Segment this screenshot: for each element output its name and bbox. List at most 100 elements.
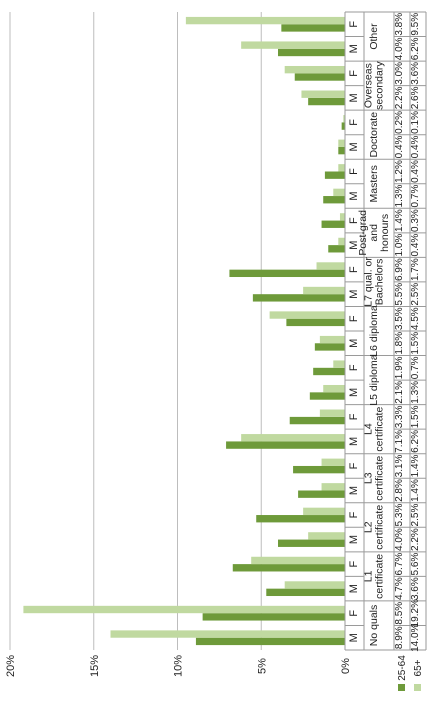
data-label: 5.3% — [394, 504, 405, 527]
sex-label: M — [348, 191, 360, 200]
sex-label: F — [348, 610, 360, 617]
legend-swatch — [414, 684, 421, 691]
bar — [341, 122, 345, 130]
bar — [278, 48, 345, 57]
category-label: certificate — [374, 505, 386, 550]
category-label: Doctorate — [368, 112, 380, 158]
sex-label: F — [348, 413, 360, 420]
bar — [269, 311, 345, 319]
data-label: 8.5% — [394, 602, 405, 625]
data-label: 1.4% — [410, 479, 421, 502]
bar — [316, 262, 345, 270]
sex-label: F — [348, 119, 360, 126]
bar — [185, 16, 345, 25]
gridlines — [9, 12, 346, 650]
sex-label: F — [348, 21, 360, 28]
bar — [333, 188, 345, 197]
category-label: certificate — [374, 554, 386, 599]
data-label: 14.0% — [410, 623, 421, 651]
axis-tick-label: 5% — [256, 658, 268, 674]
data-label: 0.4% — [410, 135, 421, 158]
bar — [309, 392, 345, 400]
category-label: Masters — [368, 165, 380, 202]
bar — [319, 335, 345, 344]
category-label: L1 — [363, 570, 375, 582]
bar — [251, 556, 345, 565]
category-label: secondary — [374, 61, 386, 110]
category-label: certificate — [374, 456, 386, 501]
sex-label: F — [348, 70, 360, 77]
axis-tick-label: 20% — [5, 655, 17, 677]
bar — [252, 294, 345, 302]
category-label: Overseas — [363, 63, 375, 108]
data-label: 2.6% — [410, 86, 421, 109]
bar — [338, 237, 345, 246]
bar — [110, 630, 345, 638]
category-label: certificate — [374, 407, 386, 452]
data-label: 6.2% — [410, 37, 421, 60]
data-label: 3.8% — [394, 13, 405, 36]
bar — [339, 213, 345, 221]
data-label: 7.1% — [394, 430, 405, 453]
data-label: 1.5% — [410, 332, 421, 355]
bar — [281, 24, 345, 32]
bar — [314, 343, 345, 351]
data-label: 5.6% — [410, 553, 421, 576]
sex-label: M — [348, 437, 360, 446]
bar — [195, 637, 345, 646]
data-label: 2.5% — [410, 504, 421, 527]
data-label: 2.2% — [394, 86, 405, 109]
data-label: 1.7% — [410, 258, 421, 281]
data-label: 1.0% — [394, 234, 405, 257]
data-label: 6.9% — [394, 258, 405, 281]
sex-label: M — [348, 44, 360, 53]
data-label: 9.5% — [410, 13, 421, 36]
sex-label: M — [348, 388, 360, 397]
data-label: 0.7% — [410, 185, 421, 208]
bar — [226, 441, 345, 449]
data-label: 1.4% — [410, 454, 421, 477]
sex-label: F — [348, 511, 360, 518]
sex-label: M — [348, 241, 360, 250]
bar — [293, 465, 345, 474]
category-label: L7 qual. or — [363, 257, 375, 307]
category-label: Bachelors — [374, 259, 386, 306]
bar — [286, 318, 345, 327]
bar — [241, 434, 345, 442]
data-label: 1.3% — [410, 381, 421, 404]
category-label: L2 — [363, 521, 375, 533]
data-label: 0.4% — [410, 234, 421, 257]
data-label: 4.5% — [410, 307, 421, 330]
category-label: and — [368, 224, 380, 242]
category-label: L5 diploma — [368, 354, 380, 406]
sex-label: M — [348, 339, 360, 348]
axis-tick-label: 15% — [89, 655, 101, 677]
bar — [23, 605, 346, 614]
data-label: 2.1% — [394, 381, 405, 404]
data-label: 4.7% — [394, 577, 405, 600]
data-label: 2.2% — [410, 528, 421, 551]
data-label: 3.0% — [394, 62, 405, 85]
data-label: 3.5% — [394, 307, 405, 330]
category-label: No quals — [368, 605, 380, 646]
bar — [294, 73, 345, 81]
bar — [202, 613, 345, 621]
sex-label: F — [348, 315, 360, 322]
data-label: 1.5% — [410, 405, 421, 428]
sex-label: M — [348, 633, 360, 642]
bar — [333, 360, 345, 368]
sex-label: F — [348, 560, 360, 567]
data-label: 8.9% — [394, 626, 405, 649]
data-label: 1.3% — [394, 185, 405, 208]
data-label: 6.2% — [410, 430, 421, 453]
bar — [301, 90, 345, 98]
data-label: 3.6% — [410, 577, 421, 600]
bar — [338, 164, 345, 172]
legend-label: 65+ — [413, 659, 424, 676]
bar — [321, 220, 345, 228]
bar — [284, 581, 345, 589]
data-label: 0.7% — [410, 356, 421, 379]
sex-label: M — [348, 486, 360, 495]
